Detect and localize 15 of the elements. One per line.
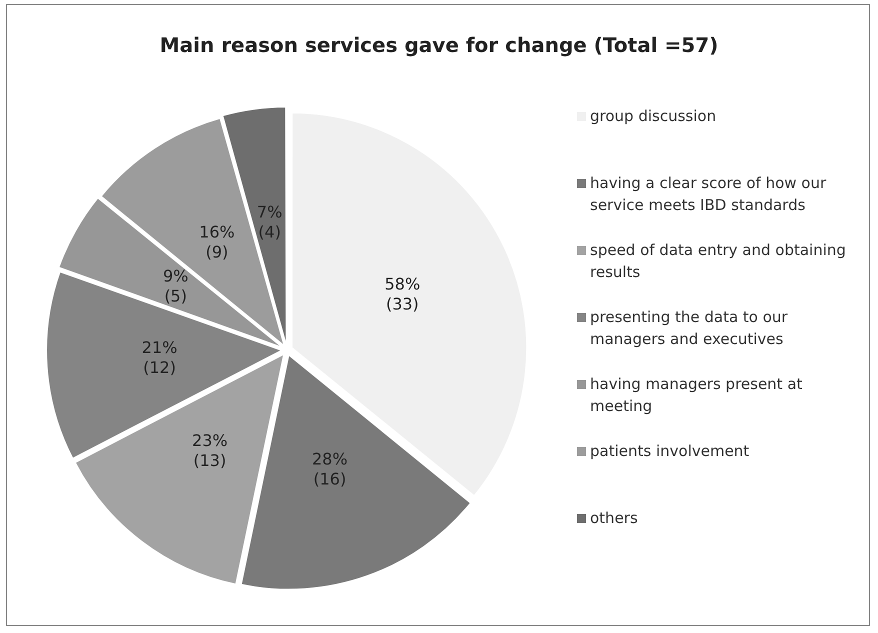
legend-label: others: [590, 508, 638, 529]
legend-label: presenting the data to our managers and executives: [590, 307, 789, 350]
data-label: 9% (5): [162, 266, 188, 306]
legend-label: group discussion: [590, 106, 716, 127]
data-label: 23% (13): [192, 430, 228, 470]
legend-label: having managers present at meeting: [590, 374, 804, 417]
legend-label: having a clear score of how our service meets IBD standards: [590, 173, 828, 216]
legend-label: speed of data entry and obtaining results: [590, 240, 847, 283]
data-label: 28% (16): [312, 450, 348, 489]
chart-title: Main reason services gave for change (Total =57): [158, 33, 720, 57]
data-label: 7% (4): [256, 202, 282, 242]
data-label: 58% (33): [384, 274, 420, 314]
data-label: 16% (9): [199, 222, 235, 262]
legend-label: patients involvement: [590, 441, 750, 462]
data-label: 21% (12): [142, 338, 178, 377]
